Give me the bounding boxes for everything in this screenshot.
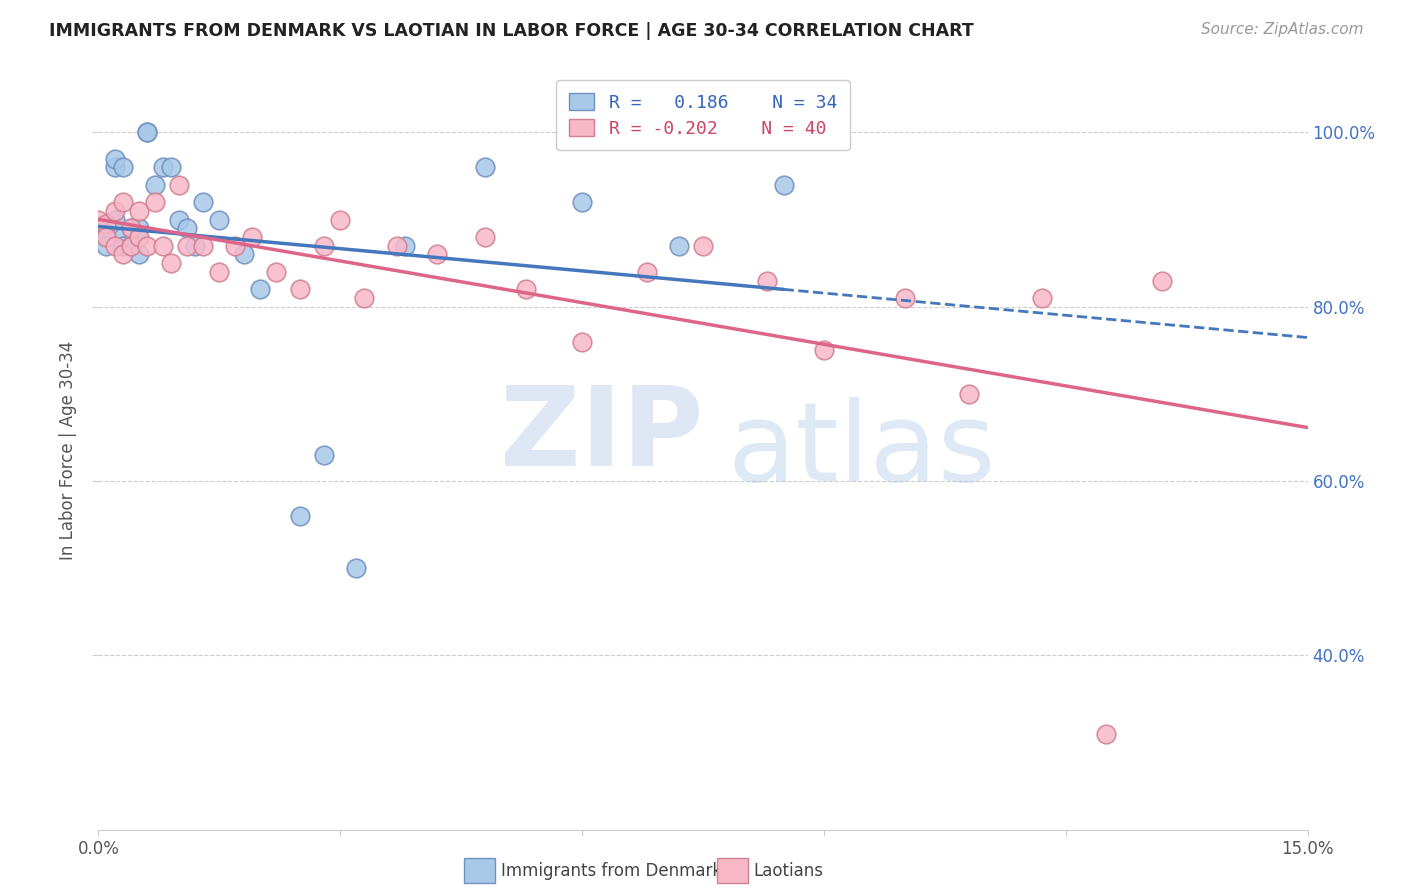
Point — [120, 238, 142, 252]
Point — [96, 217, 118, 231]
Point — [288, 508, 311, 523]
Point — [103, 212, 125, 227]
Point — [1095, 727, 1118, 741]
Point — [208, 212, 231, 227]
Point — [772, 178, 794, 192]
Point — [87, 212, 110, 227]
Point — [385, 238, 408, 252]
Point — [571, 334, 593, 349]
Point — [314, 238, 336, 252]
Point — [143, 195, 166, 210]
Point — [249, 282, 271, 296]
Point — [167, 212, 190, 227]
Point — [111, 160, 134, 174]
Point — [103, 203, 125, 218]
Point — [344, 561, 367, 575]
Point — [288, 282, 311, 296]
Point — [193, 195, 215, 210]
Point — [96, 230, 118, 244]
Point — [135, 238, 157, 252]
Point — [128, 203, 150, 218]
Text: IMMIGRANTS FROM DENMARK VS LAOTIAN IN LABOR FORCE | AGE 30-34 CORRELATION CHART: IMMIGRANTS FROM DENMARK VS LAOTIAN IN LA… — [49, 22, 974, 40]
Point — [394, 238, 416, 252]
Point — [893, 291, 915, 305]
Point — [426, 247, 449, 261]
Point — [515, 282, 537, 296]
Point — [103, 160, 125, 174]
Point — [152, 238, 174, 252]
Point — [474, 230, 496, 244]
Point — [111, 230, 134, 244]
Point — [1031, 291, 1053, 305]
Point — [636, 265, 658, 279]
Point — [329, 212, 352, 227]
Point — [314, 448, 336, 462]
Text: ZIP: ZIP — [499, 382, 703, 489]
Point — [474, 160, 496, 174]
Point — [264, 265, 287, 279]
Point — [692, 238, 714, 252]
Point — [1152, 273, 1174, 287]
Point — [152, 160, 174, 174]
Point — [184, 238, 207, 252]
Point — [813, 343, 835, 358]
Point — [668, 238, 690, 252]
Point — [167, 178, 190, 192]
Point — [111, 195, 134, 210]
Point — [160, 256, 183, 270]
Text: atlas: atlas — [727, 397, 995, 504]
Point — [240, 230, 263, 244]
Y-axis label: In Labor Force | Age 30-34: In Labor Force | Age 30-34 — [59, 341, 77, 560]
Point — [135, 125, 157, 139]
Point — [353, 291, 375, 305]
Point — [128, 230, 150, 244]
Point — [96, 230, 118, 244]
Point — [135, 125, 157, 139]
Point — [111, 238, 134, 252]
Text: Immigrants from Denmark: Immigrants from Denmark — [501, 862, 721, 880]
Point — [176, 238, 198, 252]
Point — [571, 195, 593, 210]
Point — [224, 238, 246, 252]
Point — [103, 152, 125, 166]
Point — [111, 247, 134, 261]
Point — [160, 160, 183, 174]
Text: Laotians: Laotians — [754, 862, 824, 880]
Point — [128, 221, 150, 235]
Point — [103, 238, 125, 252]
Point — [120, 238, 142, 252]
Point — [193, 238, 215, 252]
Point — [957, 386, 980, 401]
Legend: R =   0.186    N = 34, R = -0.202    N = 40: R = 0.186 N = 34, R = -0.202 N = 40 — [557, 80, 849, 151]
Point — [96, 217, 118, 231]
Point — [143, 178, 166, 192]
Point — [208, 265, 231, 279]
Text: Source: ZipAtlas.com: Source: ZipAtlas.com — [1201, 22, 1364, 37]
Point — [96, 238, 118, 252]
Point — [176, 221, 198, 235]
Point — [120, 221, 142, 235]
Point — [87, 221, 110, 235]
Point — [120, 221, 142, 235]
Point — [232, 247, 254, 261]
Point — [128, 247, 150, 261]
Point — [756, 273, 779, 287]
